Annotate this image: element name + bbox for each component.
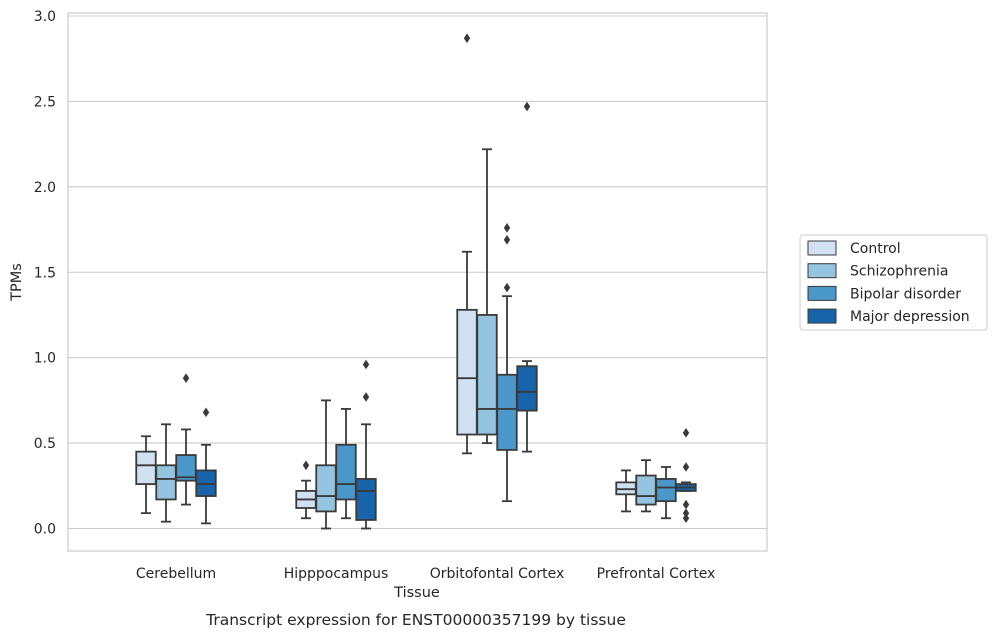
legend-item: Bipolar disorder [807, 285, 961, 302]
outlier-marker [362, 392, 370, 402]
chart-caption: Transcript expression for ENST0000035719… [205, 611, 626, 629]
legend-swatch [807, 240, 837, 256]
box [496, 373, 518, 451]
box-group [496, 223, 518, 503]
x-axis-label: Tissue [393, 585, 440, 601]
legend: Control Schizophrenia Bipolar disorder Majo… [799, 234, 988, 331]
box-layer [135, 33, 697, 530]
y-axis-label: TPMs [9, 263, 25, 302]
outlier-marker [682, 499, 690, 510]
box-group [516, 101, 538, 453]
legend-label: Schizophrenia [850, 264, 948, 280]
box [516, 365, 538, 412]
box [355, 478, 377, 521]
outlier-marker [182, 373, 190, 383]
outlier-marker [362, 359, 370, 370]
x-tick-label: Hipppocampus [284, 566, 389, 582]
outlier-marker [682, 428, 690, 438]
y-tick-label: 2.5 [34, 94, 56, 110]
outlier-marker [523, 101, 531, 112]
box [476, 314, 498, 436]
box-group [675, 428, 697, 524]
box-group [635, 459, 657, 513]
box [135, 450, 157, 485]
y-tick-labels: 0.0 0.5 1.0 1.5 2.0 2.5 3.0 [34, 9, 56, 538]
box-group [335, 408, 357, 520]
y-tick-label: 3.0 [34, 9, 56, 25]
outlier-marker [503, 234, 511, 245]
outlier-marker [682, 513, 690, 524]
box-group [355, 359, 377, 530]
legend-swatch [807, 285, 837, 301]
legend-label: Control [850, 241, 901, 257]
box [335, 443, 357, 501]
y-tick-label: 1.0 [34, 351, 56, 367]
outlier-marker [503, 282, 511, 293]
box-group [175, 373, 197, 506]
legend-frame [799, 234, 988, 331]
outlier-marker [682, 462, 690, 472]
legend-item: Control [807, 240, 901, 257]
plot-frame [67, 12, 768, 552]
legend-label: Major depression [850, 309, 970, 325]
legend-swatch [807, 308, 837, 324]
box-group [195, 407, 217, 525]
y-tick-label: 1.5 [34, 265, 56, 281]
box-group [615, 469, 637, 513]
x-tick-label: Orbitofontal Cortex [430, 566, 565, 582]
y-tick-label: 0.0 [34, 522, 56, 538]
box [456, 308, 478, 436]
box-group [135, 435, 157, 515]
grid-lines [68, 15, 767, 530]
legend-swatch [807, 263, 837, 279]
x-tick-label: Cerebellum [136, 566, 216, 582]
box-group [155, 423, 177, 523]
outlier-marker [302, 460, 310, 471]
outlier-marker [503, 223, 511, 233]
legend-item: Schizophrenia [807, 263, 948, 280]
box [155, 464, 177, 501]
box [315, 464, 337, 513]
y-tick-label: 0.5 [34, 436, 56, 452]
box [635, 474, 657, 506]
legend-label: Bipolar disorder [850, 286, 961, 302]
box [175, 454, 197, 482]
outlier-marker [463, 33, 471, 44]
x-tick-labels: Cerebellum Hipppocampus Orbitofontal Corte… [136, 566, 715, 582]
outlier-marker [202, 407, 210, 418]
x-tick-label: Prefrontal Cortex [597, 566, 716, 582]
outlier-marker [682, 508, 690, 518]
y-tick-label: 2.0 [34, 180, 56, 196]
box [655, 478, 677, 503]
legend-item: Major depression [807, 308, 970, 325]
